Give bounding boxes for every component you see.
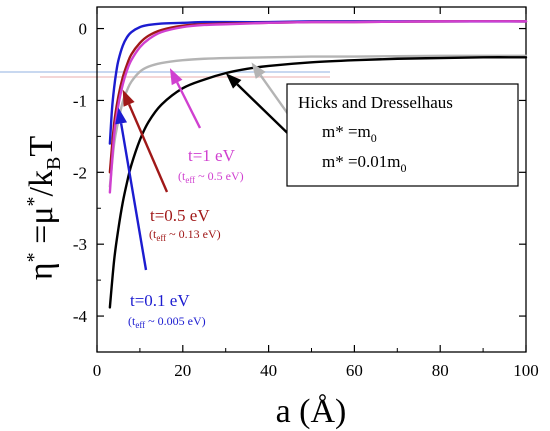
annotation-t1-teff: (teff ~ 0.5 eV) xyxy=(178,169,244,185)
arrow-t05-head xyxy=(122,89,135,107)
x-tick-label: 0 xyxy=(93,361,102,380)
legend-box xyxy=(286,83,519,187)
series-line-1 xyxy=(108,56,528,309)
legend-entry-001m0: m* =0.01m0 xyxy=(322,152,407,175)
y-tick-label: -1 xyxy=(73,91,87,110)
annotation-t05: t=0.5 eV (teff ~ 0.13 eV) xyxy=(149,206,221,243)
axis-ticks: 0 20 40 60 80 100 0 -1 -2 -3 -4 xyxy=(73,7,539,380)
arrow-t1-shaft xyxy=(176,81,202,129)
arrow-t01-head xyxy=(115,107,128,125)
x-tick-label: 60 xyxy=(346,361,363,380)
annotation-t01-teff: (teff ~ 0.005 eV) xyxy=(128,314,206,330)
y-tick-label: -4 xyxy=(73,307,88,326)
x-tick-label: 80 xyxy=(432,361,449,380)
x-tick-label: 20 xyxy=(174,361,191,380)
y-tick-label: -3 xyxy=(73,235,87,254)
arrow-001m0-head xyxy=(225,73,242,89)
series-line-4 xyxy=(108,20,528,194)
annotation-t1-label: t=1 eV xyxy=(188,146,236,165)
annotation-t05-teff: (teff ~ 0.13 eV) xyxy=(149,227,221,243)
arrow-t05-shaft xyxy=(127,103,169,193)
x-axis-title: a (Å) xyxy=(276,393,347,430)
legend-title: Hicks and Dresselhaus xyxy=(298,93,453,112)
x-tick-label: 100 xyxy=(513,361,539,380)
y-axis-title: η* =μ*/kBT xyxy=(23,136,65,280)
annotation-t05-label: t=0.5 eV xyxy=(150,206,210,225)
highlight-bands xyxy=(0,71,330,78)
arrow-m0-head xyxy=(251,62,266,79)
series-lines xyxy=(108,20,528,309)
arrow-t01-shaft xyxy=(119,123,148,271)
series-line-0 xyxy=(108,54,528,188)
arrow-t1-head xyxy=(169,68,183,86)
legend: Hicks and Dresselhaus m* =m0 m* =0.01m0 xyxy=(286,83,519,187)
annotation-t01-label: t=0.1 eV xyxy=(130,291,190,310)
y-tick-label: 0 xyxy=(79,20,88,39)
y-tick-label: -2 xyxy=(73,163,87,182)
annotation-t01: t=0.1 eV (teff ~ 0.005 eV) xyxy=(128,291,206,330)
annotation-t1: t=1 eV (teff ~ 0.5 eV) xyxy=(178,146,244,185)
x-tick-label: 40 xyxy=(260,361,277,380)
legend-entry-m0: m* =m0 xyxy=(322,122,377,145)
